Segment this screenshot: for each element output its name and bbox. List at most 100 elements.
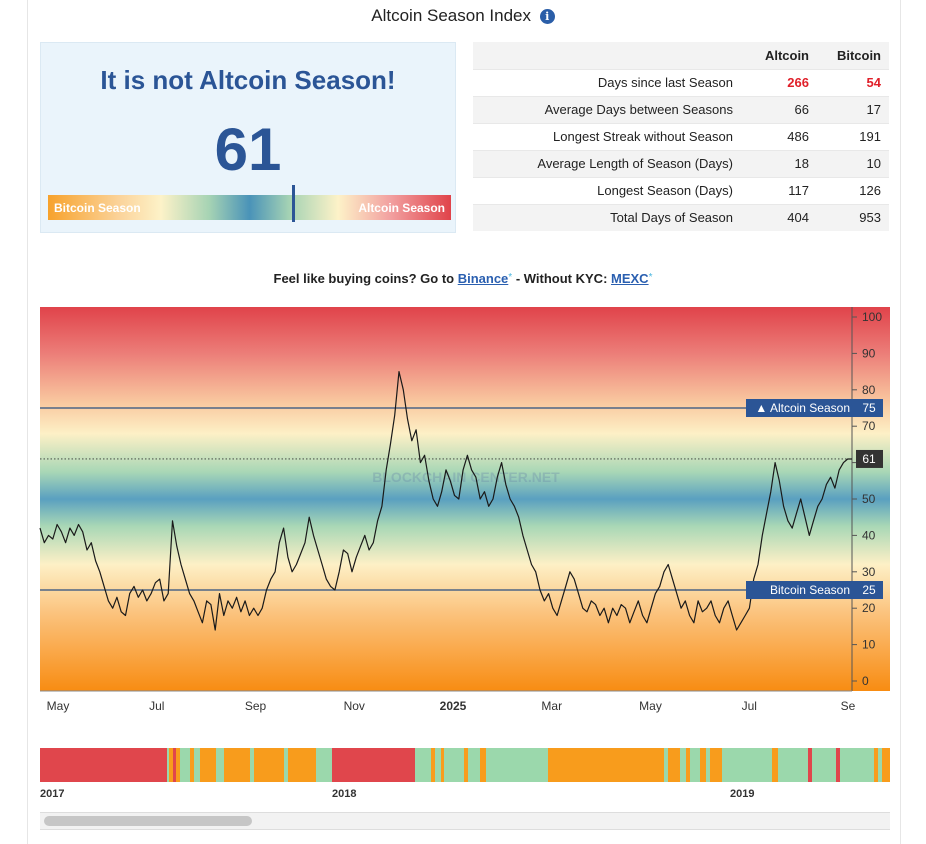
mexc-link[interactable]: MEXC bbox=[611, 271, 649, 286]
timeline-segment-bitcoin bbox=[686, 748, 690, 782]
timeline-segment-bitcoin bbox=[700, 748, 706, 782]
timeline-segment-neutral bbox=[706, 748, 710, 782]
binance-link[interactable]: Binance bbox=[457, 271, 509, 286]
altcoin-season-value-box bbox=[856, 399, 883, 417]
timeline-segment-bitcoin bbox=[254, 748, 284, 782]
timeline-segment-altcoin bbox=[836, 748, 840, 782]
table-row: Longest Streak without Season 486 191 bbox=[473, 122, 889, 150]
altcoin-season-value-value: 75 bbox=[862, 401, 876, 415]
table-header-row: Altcoin Bitcoin bbox=[473, 42, 889, 69]
page-title: Altcoin Season Index i bbox=[0, 6, 926, 26]
timeline-segment-bitcoin bbox=[772, 748, 778, 782]
row-label: Average Length of Season (Days) bbox=[473, 149, 741, 177]
timeline-segment-neutral bbox=[878, 748, 882, 782]
promo-text-middle: - Without KYC: bbox=[512, 271, 612, 286]
timeline-label-2019: 2019 bbox=[730, 788, 755, 800]
timeline-segment-neutral bbox=[722, 748, 772, 782]
binance-star: * bbox=[508, 272, 513, 283]
info-icon[interactable]: i bbox=[539, 9, 555, 24]
timeline-segment-bitcoin bbox=[169, 748, 173, 782]
altcoin-value: 117 bbox=[741, 176, 817, 204]
y-tick-label: 100 bbox=[862, 310, 882, 324]
index-series-line bbox=[39, 371, 852, 631]
timeline-scrollbar[interactable] bbox=[40, 812, 890, 830]
x-tick-label: Mar bbox=[541, 699, 562, 713]
timeline-segment-neutral bbox=[690, 748, 700, 782]
timeline-segment-bitcoin bbox=[480, 748, 486, 782]
mexc-star: * bbox=[648, 272, 653, 283]
timeline-segment-neutral bbox=[180, 748, 190, 782]
altcoin-season-tag-box bbox=[746, 399, 856, 417]
table-row: Average Days between Seasons 66 17 bbox=[473, 95, 889, 123]
y-tick-label: 30 bbox=[862, 565, 876, 579]
timeline-segment-bitcoin bbox=[288, 748, 316, 782]
table-row: Total Days of Season 404 953 bbox=[473, 203, 889, 231]
timeline-segment-neutral bbox=[778, 748, 808, 782]
x-tick-label: 2025 bbox=[440, 699, 467, 713]
timeline-segment-neutral bbox=[812, 748, 836, 782]
bitcoin-season-value-value: 25 bbox=[862, 583, 876, 597]
x-tick-label: Jul bbox=[149, 699, 164, 713]
timeline-segment-bitcoin bbox=[200, 748, 216, 782]
frame-border-right bbox=[900, 0, 901, 844]
gauge-bitcoin-label: Bitcoin Season bbox=[54, 201, 141, 215]
current-value-box bbox=[856, 449, 883, 468]
timeline-segment-altcoin bbox=[335, 748, 415, 782]
timeline-segment-bitcoin bbox=[464, 748, 468, 782]
table-header-bitcoin: Bitcoin bbox=[817, 42, 889, 69]
timeline-segment-neutral bbox=[435, 748, 441, 782]
timeline-segment-bitcoin bbox=[176, 748, 180, 782]
promo-text: Feel like buying coins? Go to bbox=[273, 271, 458, 286]
x-tick-label: Jul bbox=[742, 699, 757, 713]
y-tick-label: 50 bbox=[862, 492, 876, 506]
promo-banner: Feel like buying coins? Go to Binance* -… bbox=[0, 271, 926, 286]
timeline-segment-bitcoin bbox=[882, 748, 890, 782]
timeline-segment-bitcoin bbox=[668, 748, 680, 782]
timeline-segment-neutral bbox=[216, 748, 224, 782]
y-tick-label: 20 bbox=[862, 601, 876, 615]
index-value: 61 bbox=[214, 116, 282, 183]
chart-axis-background bbox=[852, 307, 890, 691]
table-row: Longest Season (Days) 117 126 bbox=[473, 176, 889, 204]
y-tick-label: 10 bbox=[862, 638, 876, 652]
timeline-segment-neutral bbox=[486, 748, 548, 782]
table-header-altcoin: Altcoin bbox=[741, 42, 817, 69]
y-tick-label: 90 bbox=[862, 346, 876, 360]
page-title-text: Altcoin Season Index bbox=[371, 6, 531, 25]
table-row: Average Length of Season (Days) 18 10 bbox=[473, 149, 889, 177]
timeline-segment-neutral bbox=[415, 748, 431, 782]
timeline-segment-neutral bbox=[680, 748, 686, 782]
altcoin-value: 486 bbox=[741, 122, 817, 150]
timeline-segment-bitcoin bbox=[431, 748, 435, 782]
season-timeline[interactable] bbox=[40, 748, 890, 782]
scrollbar-thumb[interactable] bbox=[44, 816, 252, 826]
status-card: It is not Altcoin Season! 61 Bitcoin Sea… bbox=[40, 42, 456, 233]
timeline-label-2017: 2017 bbox=[40, 788, 65, 800]
y-tick-label: 0 bbox=[862, 674, 869, 688]
bitcoin-value: 54 bbox=[817, 68, 889, 96]
bitcoin-value: 17 bbox=[817, 95, 889, 123]
timeline-segment-bitcoin bbox=[710, 748, 722, 782]
timeline-segment-bitcoin bbox=[190, 748, 194, 782]
bitcoin-season-value-box bbox=[856, 581, 883, 599]
chart-watermark: BLOCKCHAIN CENTER.NET bbox=[372, 469, 560, 485]
timeline-segment-neutral bbox=[167, 748, 169, 782]
timeline-segment-neutral bbox=[194, 748, 200, 782]
altcoin-index-chart[interactable]: BLOCKCHAIN CENTER.NET 010203040506070809… bbox=[0, 0, 926, 720]
timeline-segment-neutral bbox=[250, 748, 254, 782]
timeline-segment-altcoin bbox=[173, 748, 176, 782]
altcoin-value: 266 bbox=[741, 68, 817, 96]
timeline-segment-altcoin bbox=[40, 748, 167, 782]
timeline-segment-bitcoin bbox=[548, 748, 664, 782]
timeline-segment-bitcoin bbox=[874, 748, 878, 782]
x-tick-label: May bbox=[47, 699, 70, 713]
timeline-segment-neutral bbox=[284, 748, 288, 782]
row-label: Longest Streak without Season bbox=[473, 122, 741, 150]
gauge-altcoin-label: Altcoin Season bbox=[358, 201, 445, 215]
timeline-segment-altcoin bbox=[332, 748, 335, 782]
bitcoin-season-tag-label: Bitcoin Season bbox=[770, 583, 850, 597]
x-tick-label: May bbox=[639, 699, 662, 713]
timeline-label-2018: 2018 bbox=[332, 788, 357, 800]
row-label: Average Days between Seasons bbox=[473, 95, 741, 123]
table-header-empty bbox=[473, 42, 741, 69]
